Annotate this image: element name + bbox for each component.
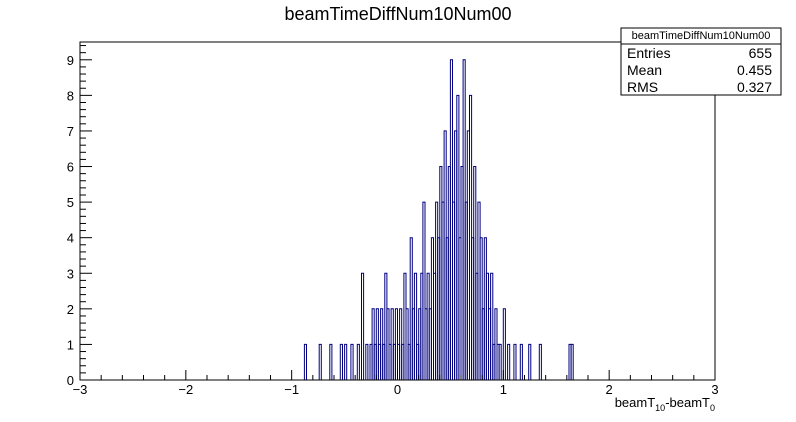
- stats-box-title: beamTimeDiffNum10Num00: [632, 30, 771, 42]
- y-tick-label: 1: [67, 337, 74, 352]
- stats-rms-value: 0.327: [737, 79, 772, 95]
- histogram-bin: [344, 343, 348, 380]
- histogram-bin: [329, 343, 333, 380]
- histogram-bin: [538, 343, 542, 380]
- histogram-bin: [513, 343, 517, 380]
- x-axis-label: beamT10-beamT0: [615, 395, 715, 413]
- y-tick-label: 4: [67, 231, 74, 246]
- y-tick-label: 0: [67, 373, 74, 388]
- x-axis-label-part1: beamT: [615, 395, 656, 410]
- x-tick-label: 3: [711, 382, 718, 397]
- y-tick-label: 5: [67, 195, 74, 210]
- histogram-bin: [413, 272, 418, 380]
- y-tick-label: 2: [67, 302, 74, 317]
- histogram-bin: [519, 343, 523, 380]
- y-tick-label: 9: [67, 53, 74, 68]
- x-axis-label-sub1: 10: [655, 403, 665, 413]
- y-axis: 0 1 2 3 4 5 6 7 8 9: [67, 45, 92, 388]
- x-tick-label: −2: [178, 382, 193, 397]
- histogram-bin: [303, 343, 307, 380]
- stats-rms-label: RMS: [627, 79, 658, 95]
- histogram-bin: [361, 272, 365, 380]
- stats-entries-value: 655: [749, 45, 773, 61]
- x-tick-label: −1: [284, 382, 299, 397]
- x-tick-label: 2: [606, 382, 613, 397]
- x-tick-label: 0: [394, 382, 401, 397]
- chart-title: beamTimeDiffNum10Num00: [284, 4, 511, 24]
- y-tick-label: 6: [67, 160, 74, 175]
- histogram-bin: [528, 343, 532, 380]
- y-tick-label: 8: [67, 88, 74, 103]
- x-axis: −3 −2 −1 0 1 2 3: [73, 370, 719, 397]
- histogram-bin: [507, 343, 511, 380]
- histogram-bin: [570, 343, 574, 380]
- stats-mean-value: 0.455: [737, 62, 772, 78]
- histogram-bin: [339, 343, 343, 380]
- histogram-bin: [365, 343, 369, 380]
- histogram-bin: [350, 343, 354, 380]
- y-tick-label: 7: [67, 124, 74, 139]
- stats-box-frame: [620, 27, 782, 96]
- stats-mean-label: Mean: [627, 62, 662, 78]
- histogram-bin: [498, 343, 502, 380]
- histogram-bin: [502, 308, 506, 380]
- histogram-bin: [490, 272, 494, 380]
- x-axis-label-sub2: 0: [710, 403, 715, 413]
- stats-entries-label: Entries: [627, 45, 671, 61]
- histogram-bin: [318, 343, 322, 380]
- histogram-bars: [303, 59, 574, 380]
- histogram-bin: [356, 343, 360, 380]
- x-axis-label-part2: -beamT: [665, 395, 710, 410]
- x-tick-label: −3: [73, 382, 88, 397]
- histogram-bin: [422, 201, 426, 380]
- stats-box: beamTimeDiffNum10Num00 Entries 655 Mean …: [620, 27, 782, 96]
- y-tick-label: 3: [67, 266, 74, 281]
- x-tick-label: 1: [500, 382, 507, 397]
